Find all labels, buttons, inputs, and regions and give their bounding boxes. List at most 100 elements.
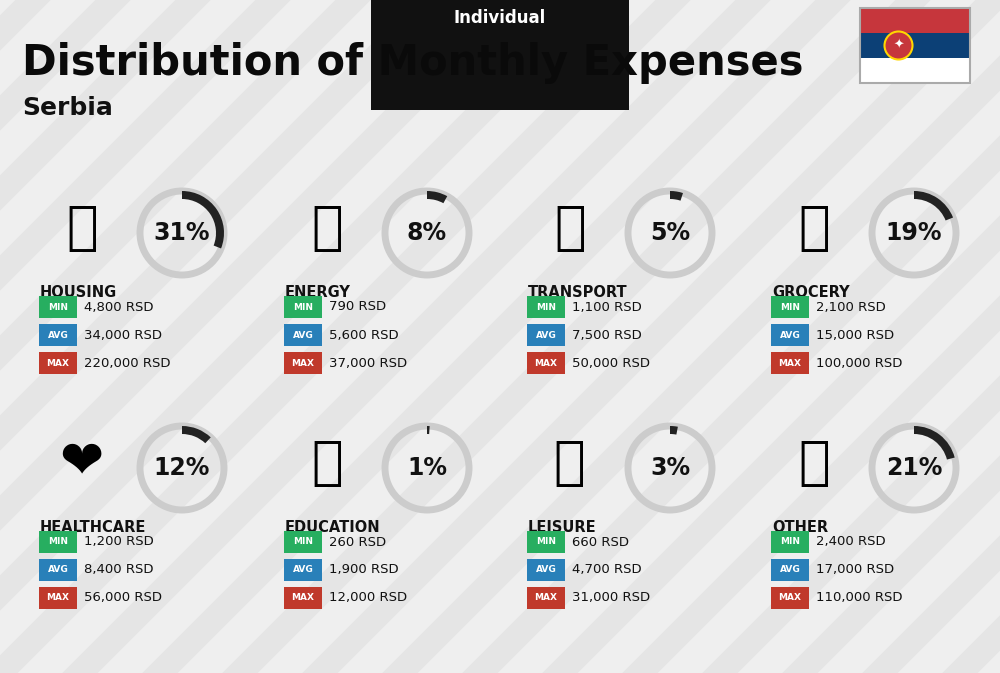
Text: 660 RSD: 660 RSD (572, 536, 629, 548)
FancyBboxPatch shape (527, 296, 565, 318)
Text: MIN: MIN (536, 302, 556, 312)
FancyBboxPatch shape (771, 559, 809, 581)
Wedge shape (670, 191, 683, 201)
Wedge shape (182, 426, 211, 444)
Text: 5,600 RSD: 5,600 RSD (329, 328, 399, 341)
Text: 56,000 RSD: 56,000 RSD (84, 592, 162, 604)
FancyBboxPatch shape (284, 531, 322, 553)
FancyBboxPatch shape (284, 352, 322, 374)
Wedge shape (914, 426, 955, 460)
Circle shape (885, 32, 912, 59)
Wedge shape (427, 426, 430, 434)
Text: OTHER: OTHER (772, 520, 828, 535)
Text: 8%: 8% (407, 221, 447, 245)
Text: AVG: AVG (536, 565, 556, 575)
Text: 3%: 3% (650, 456, 690, 480)
Text: MIN: MIN (48, 302, 68, 312)
Wedge shape (427, 191, 447, 203)
Text: MIN: MIN (48, 538, 68, 546)
FancyBboxPatch shape (39, 296, 77, 318)
Wedge shape (914, 191, 953, 221)
FancyBboxPatch shape (284, 296, 322, 318)
Text: MAX: MAX (46, 594, 70, 602)
Text: TRANSPORT: TRANSPORT (528, 285, 628, 300)
Text: MAX: MAX (292, 359, 314, 367)
Text: 🛒: 🛒 (798, 202, 830, 254)
Text: MAX: MAX (778, 594, 802, 602)
Text: 1,900 RSD: 1,900 RSD (329, 563, 399, 577)
Text: 100,000 RSD: 100,000 RSD (816, 357, 902, 369)
FancyBboxPatch shape (771, 324, 809, 346)
Text: 31,000 RSD: 31,000 RSD (572, 592, 650, 604)
Text: EDUCATION: EDUCATION (285, 520, 381, 535)
Text: MAX: MAX (534, 594, 558, 602)
Text: HOUSING: HOUSING (40, 285, 117, 300)
Text: 🎓: 🎓 (311, 437, 343, 489)
Bar (860, 33, 970, 58)
Text: MIN: MIN (536, 538, 556, 546)
Text: 31%: 31% (154, 221, 210, 245)
Wedge shape (182, 191, 224, 248)
Text: AVG: AVG (780, 330, 800, 339)
Text: HEALTHCARE: HEALTHCARE (40, 520, 146, 535)
Text: 110,000 RSD: 110,000 RSD (816, 592, 902, 604)
Text: MIN: MIN (293, 538, 313, 546)
Text: 19%: 19% (886, 221, 942, 245)
Text: 17,000 RSD: 17,000 RSD (816, 563, 894, 577)
Text: Distribution of Monthly Expenses: Distribution of Monthly Expenses (22, 42, 804, 84)
Text: LEISURE: LEISURE (528, 520, 597, 535)
Text: 1,100 RSD: 1,100 RSD (572, 301, 642, 314)
Text: 12%: 12% (154, 456, 210, 480)
FancyBboxPatch shape (39, 587, 77, 609)
Text: 🛍️: 🛍️ (554, 437, 586, 489)
Text: GROCERY: GROCERY (772, 285, 850, 300)
Text: 34,000 RSD: 34,000 RSD (84, 328, 162, 341)
Text: 🚌: 🚌 (554, 202, 586, 254)
Text: 220,000 RSD: 220,000 RSD (84, 357, 170, 369)
FancyBboxPatch shape (771, 531, 809, 553)
Text: 790 RSD: 790 RSD (329, 301, 386, 314)
FancyBboxPatch shape (527, 587, 565, 609)
Text: 2,100 RSD: 2,100 RSD (816, 301, 886, 314)
Text: 2,400 RSD: 2,400 RSD (816, 536, 886, 548)
Text: MIN: MIN (780, 302, 800, 312)
Text: AVG: AVG (48, 330, 68, 339)
Text: ENERGY: ENERGY (285, 285, 351, 300)
Text: 1%: 1% (407, 456, 447, 480)
FancyBboxPatch shape (39, 324, 77, 346)
FancyBboxPatch shape (527, 531, 565, 553)
Text: Serbia: Serbia (22, 96, 113, 120)
Wedge shape (670, 426, 678, 435)
Text: ✦: ✦ (893, 39, 904, 52)
Text: 8,400 RSD: 8,400 RSD (84, 563, 154, 577)
Text: MIN: MIN (780, 538, 800, 546)
Text: MAX: MAX (534, 359, 558, 367)
FancyBboxPatch shape (39, 531, 77, 553)
Bar (860, 8, 970, 33)
Text: MIN: MIN (293, 302, 313, 312)
Text: 5%: 5% (650, 221, 690, 245)
Bar (860, 58, 970, 83)
Text: 4,800 RSD: 4,800 RSD (84, 301, 154, 314)
Text: 260 RSD: 260 RSD (329, 536, 386, 548)
Text: 💰: 💰 (798, 437, 830, 489)
Text: AVG: AVG (536, 330, 556, 339)
FancyBboxPatch shape (284, 559, 322, 581)
Text: AVG: AVG (293, 330, 313, 339)
Text: 🏢: 🏢 (66, 202, 98, 254)
Text: Individual: Individual (454, 9, 546, 27)
Text: MAX: MAX (46, 359, 70, 367)
Text: 4,700 RSD: 4,700 RSD (572, 563, 642, 577)
Text: 🔌: 🔌 (311, 202, 343, 254)
Bar (860, 8, 970, 83)
Text: 50,000 RSD: 50,000 RSD (572, 357, 650, 369)
FancyBboxPatch shape (527, 352, 565, 374)
FancyBboxPatch shape (527, 324, 565, 346)
Text: 21%: 21% (886, 456, 942, 480)
FancyBboxPatch shape (771, 587, 809, 609)
FancyBboxPatch shape (771, 296, 809, 318)
FancyBboxPatch shape (39, 352, 77, 374)
Text: 15,000 RSD: 15,000 RSD (816, 328, 894, 341)
Text: 37,000 RSD: 37,000 RSD (329, 357, 407, 369)
FancyBboxPatch shape (284, 587, 322, 609)
